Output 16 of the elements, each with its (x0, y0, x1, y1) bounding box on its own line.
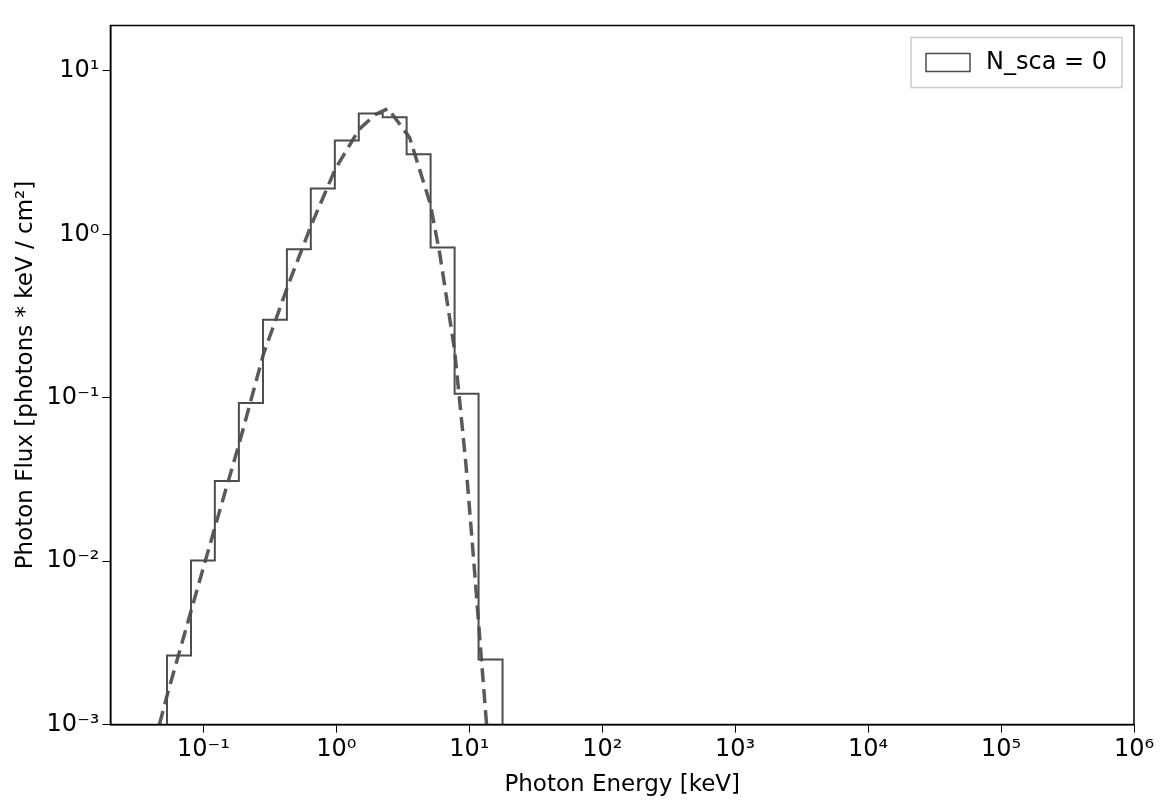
x-tick-label: 10⁴ (848, 734, 889, 763)
x-tick-label: 10² (582, 734, 623, 763)
x-tick-label: 10⁶ (1113, 734, 1155, 763)
x-tick-label: 10⁰ (316, 734, 357, 763)
x-tick-label: 10⁵ (980, 734, 1022, 763)
x-tick-label: 10³ (715, 734, 756, 763)
y-tick-label: 10⁻² (46, 545, 100, 574)
x-tick-label: 10¹ (449, 734, 490, 763)
x-axis-title: Photon Energy [keV] (504, 770, 741, 797)
y-axis-title: Photon Flux [photons * keV / cm²] (10, 180, 37, 570)
legend-label: N_sca = 0 (986, 46, 1107, 75)
y-tick-label: 10¹ (59, 55, 100, 84)
x-tick-label: 10⁻¹ (176, 734, 230, 763)
y-tick-label: 10⁻¹ (46, 382, 100, 411)
y-tick-label: 10⁻³ (46, 708, 100, 737)
y-tick-label: 10⁰ (59, 218, 100, 247)
